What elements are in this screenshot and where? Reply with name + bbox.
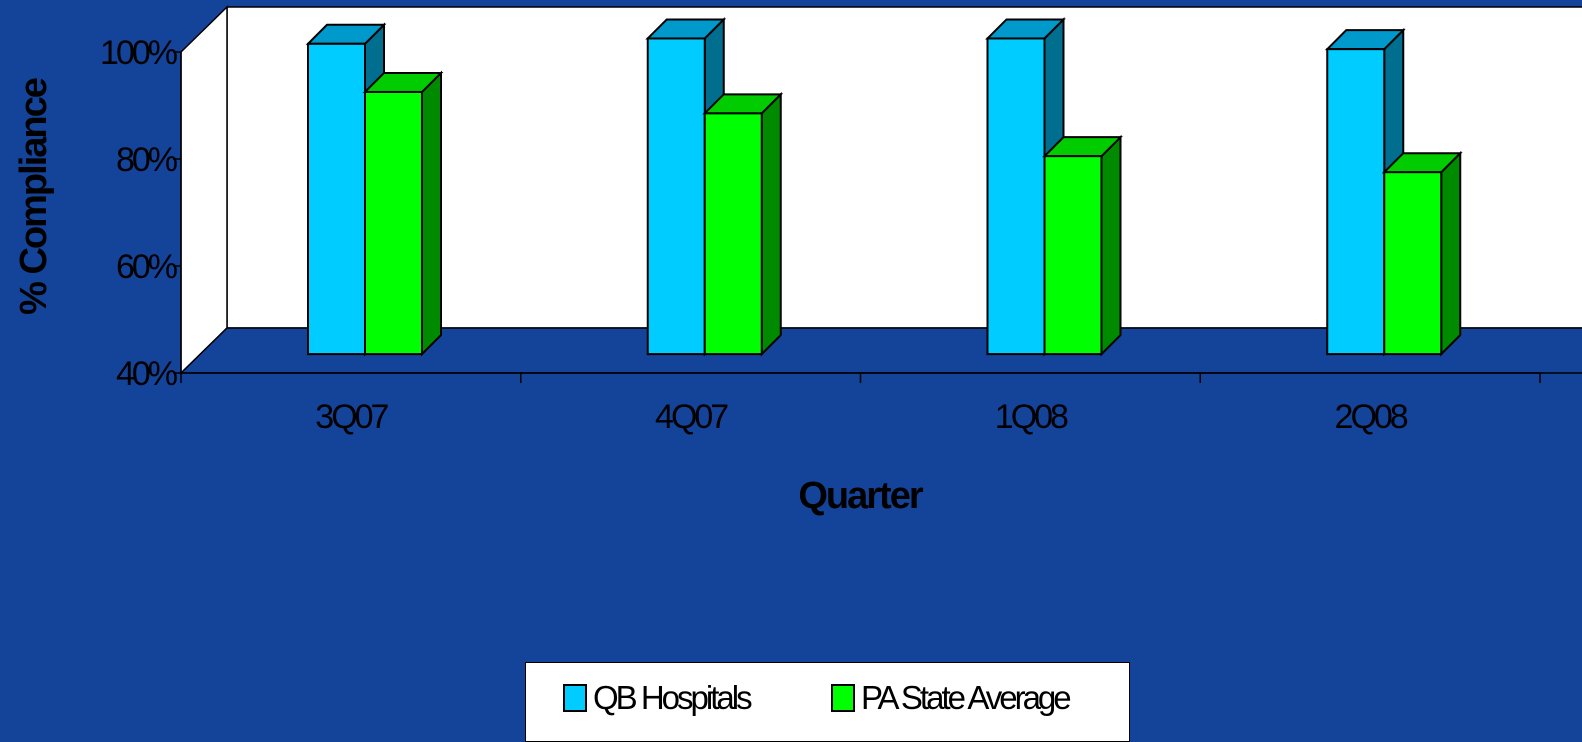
legend-swatch-qb-hospitals [563, 684, 587, 712]
x-tick-label: 4Q07 [655, 398, 728, 436]
bar-front-face [703, 112, 763, 356]
bar [305, 22, 387, 357]
legend: QB Hospitals PA State Average [525, 662, 1130, 742]
bar [702, 91, 784, 357]
chart-axes [173, 51, 1541, 383]
y-tick-label: 100% [100, 34, 178, 72]
bar-front-face [646, 37, 706, 356]
bar-side-face [1100, 134, 1122, 357]
bar [362, 70, 444, 357]
bar-front-face [1326, 48, 1386, 356]
x-tick-label: 3Q07 [315, 398, 388, 436]
x-tick-label: 2Q08 [1335, 398, 1408, 436]
y-axis-title: % Compliance [13, 78, 55, 315]
y-tick-label: 60% [116, 248, 178, 286]
bar-front-face [307, 42, 366, 356]
chart-bars [305, 17, 1463, 357]
bar [1381, 150, 1463, 357]
side-wall [180, 5, 228, 375]
bar-front-face [986, 37, 1046, 356]
chart-labels: 40% 60% 80% 100% 3Q07 4Q07 1Q08 2Q08 [100, 34, 1411, 436]
x-tick-label: 1Q08 [995, 398, 1068, 436]
legend-item-pa-state-average: PA State Average [831, 679, 1072, 717]
bar-side-face [421, 70, 442, 357]
bar-front-face [1383, 171, 1443, 356]
y-tick-label: 40% [116, 355, 178, 393]
y-tick-label: 80% [116, 141, 178, 179]
legend-label-pa-state-average: PA State Average [861, 679, 1072, 716]
x-axis-title: Quarter [798, 475, 923, 517]
legend-swatch-pa-state-average [831, 684, 855, 712]
bar [1042, 134, 1123, 357]
chart-walls [179, 5, 1582, 375]
bar-side-face [1440, 150, 1462, 357]
bar-front-face [1043, 155, 1103, 356]
bar-side-face [760, 91, 782, 357]
legend-item-qb-hospitals: QB Hospitals [563, 679, 753, 717]
bar-front-face [364, 90, 423, 356]
legend-label-qb-hospitals: QB Hospitals [593, 679, 753, 716]
